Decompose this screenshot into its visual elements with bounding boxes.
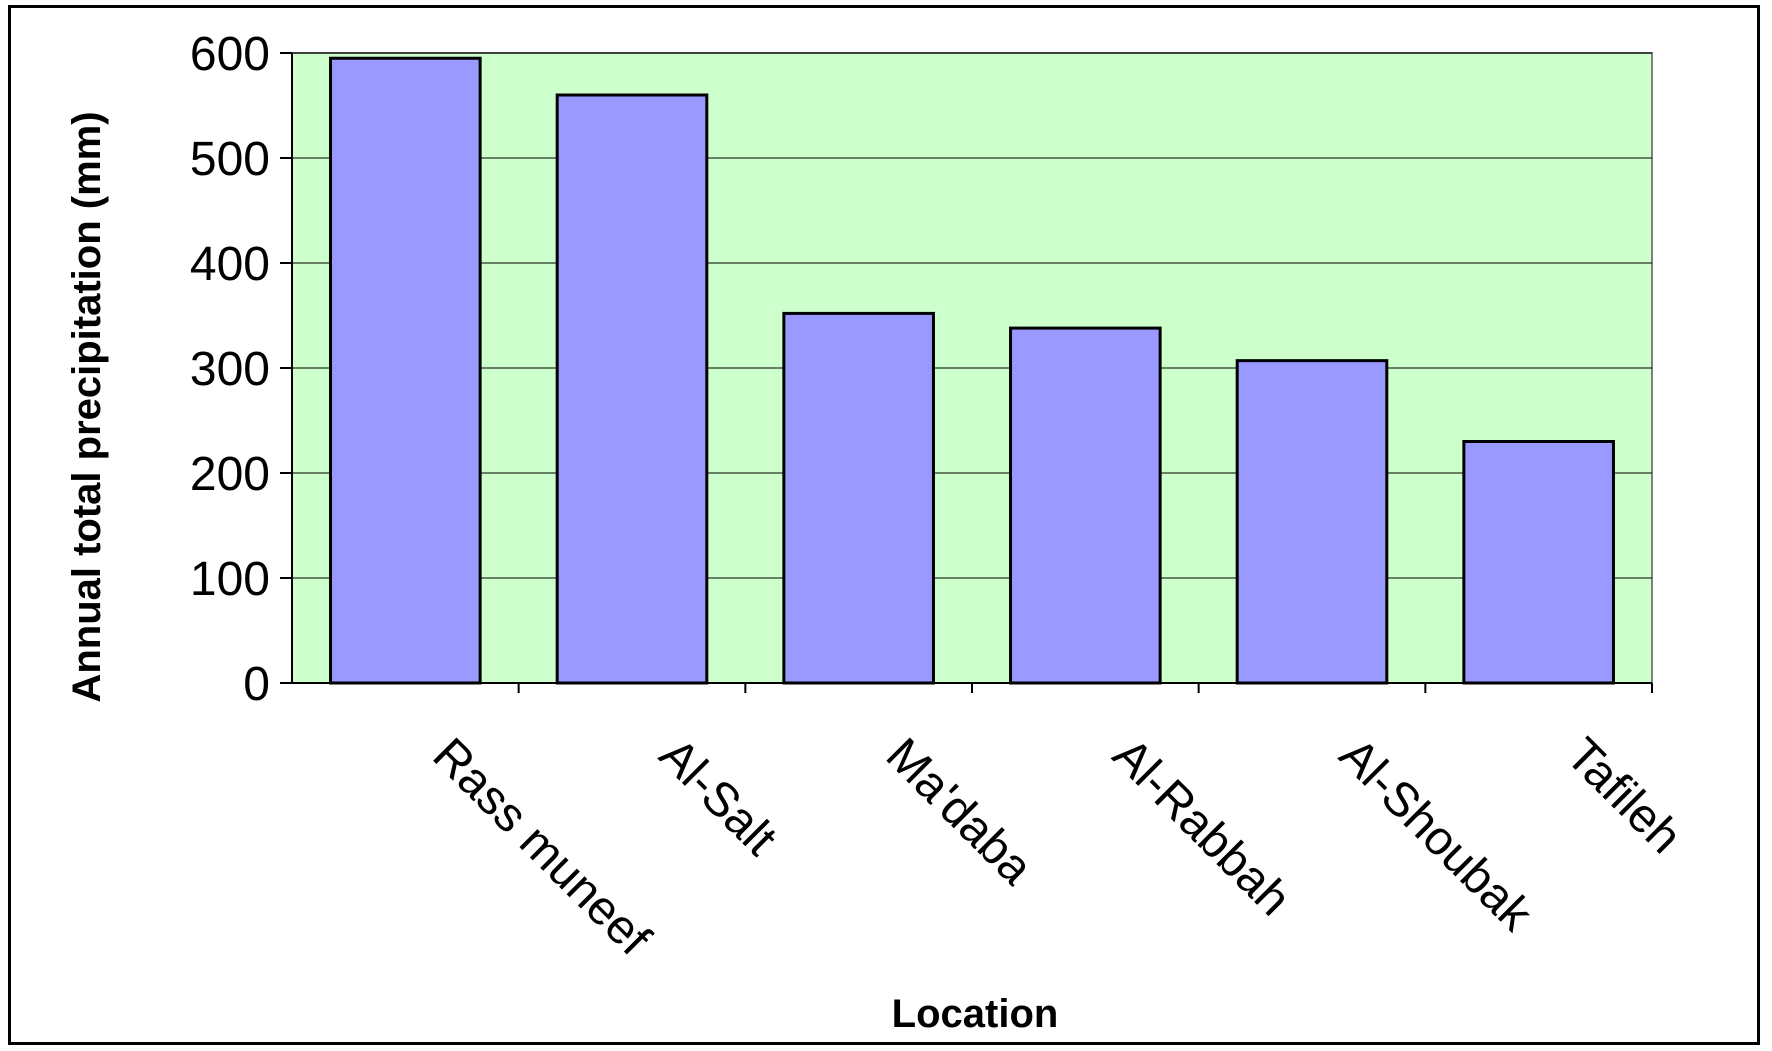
x-tick-label: Rass muneef <box>423 728 661 966</box>
x-tick-label: Al-Shoubak <box>1329 728 1543 942</box>
y-tick-labels: 0 100 200 300 400 500 600 <box>190 28 270 711</box>
y-tick-label: 500 <box>190 133 270 186</box>
y-tick-label: 100 <box>190 553 270 606</box>
bar-ma-daba <box>782 311 935 685</box>
x-tick-label: Al-Rabbah <box>1103 728 1301 926</box>
y-tick-label: 300 <box>190 343 270 396</box>
x-tick-label: Al-Salt <box>649 728 786 865</box>
bar-al-salt <box>555 93 709 685</box>
x-tick-label: Ma'daba <box>876 728 1043 895</box>
y-tick-label: 0 <box>243 658 270 711</box>
x-axis-title: Location <box>892 992 1059 1036</box>
x-tick-label: Tafileh <box>1556 728 1692 864</box>
bar-rass-muneef <box>329 56 482 685</box>
bar-al-shoubak <box>1235 359 1389 685</box>
bar-tafileh <box>1462 440 1615 685</box>
y-tick-label: 200 <box>190 448 270 501</box>
y-tick-label: 400 <box>190 238 270 291</box>
y-axis-title: Annual total precipitation (mm) <box>65 111 109 702</box>
bar-al-rabbah <box>1009 326 1162 685</box>
bars <box>329 56 1615 685</box>
y-tick-label: 600 <box>190 28 270 81</box>
gridlines <box>292 52 1652 579</box>
